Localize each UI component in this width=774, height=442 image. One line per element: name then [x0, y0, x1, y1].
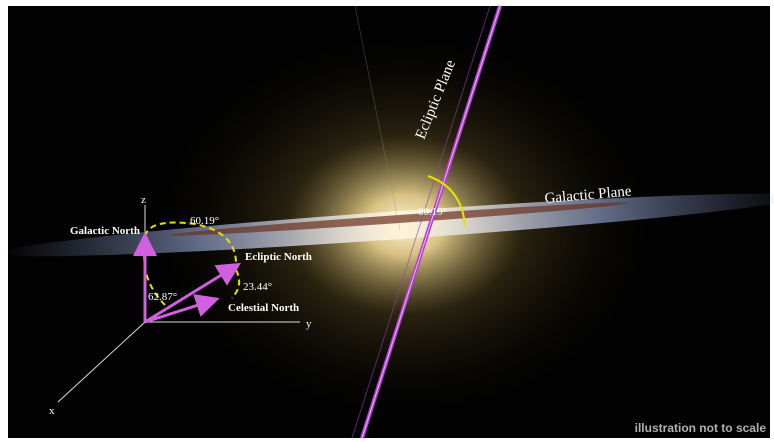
ecliptic-celestial-angle: 23.44° — [243, 281, 272, 293]
galactic-celestial-angle: 62.87° — [148, 291, 177, 303]
galactic-north-label: Galactic North — [70, 225, 140, 237]
scale-note: illustration not to scale — [635, 421, 767, 435]
ecliptic-north-label: Ecliptic North — [245, 251, 312, 263]
plane-angle-label: 60.19° — [418, 206, 447, 218]
illustration: Ecliptic Plane Galactic Plane 60.19° z y… — [0, 0, 774, 442]
y-axis-label: y — [306, 318, 312, 330]
z-axis-label: z — [141, 194, 146, 206]
galactic-ecliptic-angle: 60.19° — [190, 215, 219, 227]
x-axis-label: x — [49, 405, 55, 417]
celestial-north-label: Celestial North — [228, 302, 299, 314]
